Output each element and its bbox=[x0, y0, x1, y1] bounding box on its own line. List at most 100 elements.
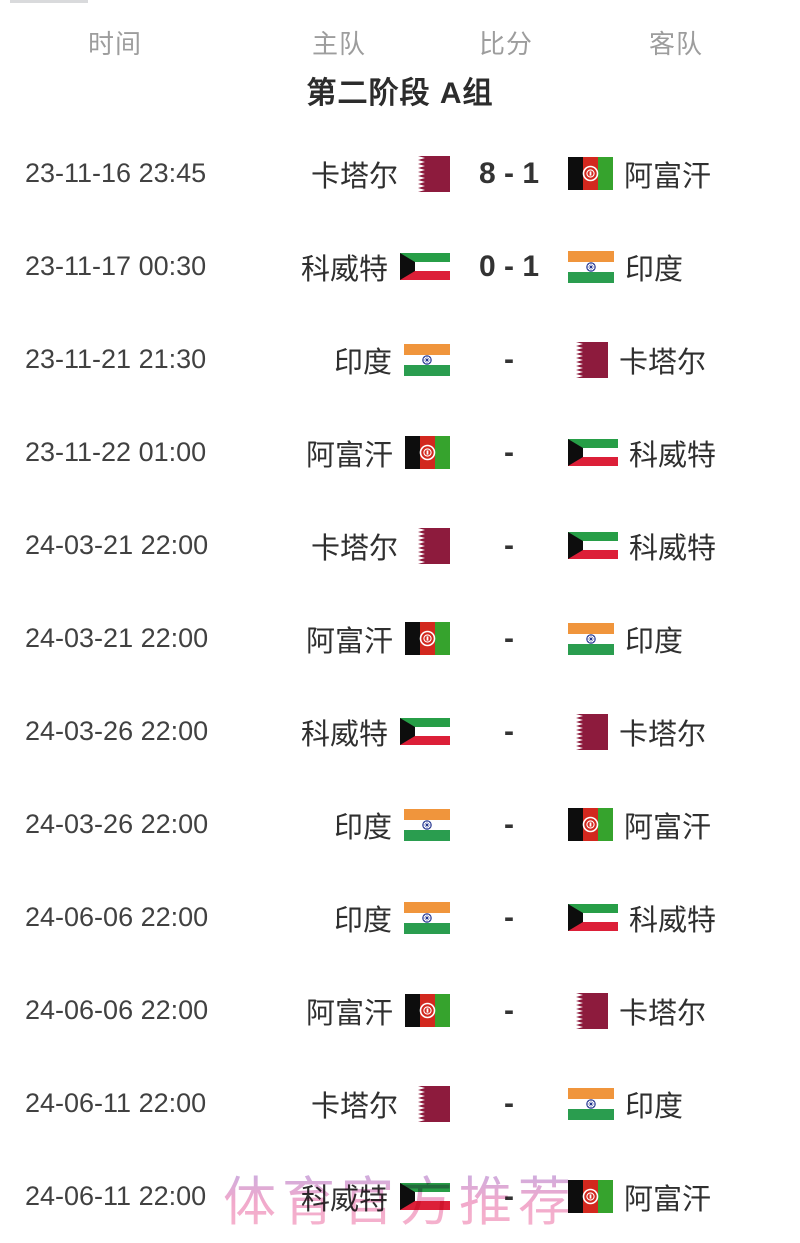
afghanistan-flag-icon bbox=[405, 436, 450, 469]
match-time: 23-11-21 21:30 bbox=[25, 344, 207, 374]
away-team-name: 科威特 bbox=[629, 904, 717, 937]
match-row[interactable]: 23-11-17 00:30 科威特 0 - 1 印度 bbox=[0, 220, 800, 313]
match-score: - bbox=[504, 621, 514, 655]
away-team-cell: 卡塔尔 bbox=[568, 339, 800, 381]
match-row[interactable]: 23-11-16 23:45 卡塔尔 8 - 1 阿富汗 bbox=[0, 127, 800, 220]
table-column-header: 时间 主队 比分 客队 bbox=[0, 0, 800, 62]
home-team-cell: 科威特 bbox=[255, 246, 450, 288]
afghanistan-flag-icon bbox=[405, 994, 450, 1027]
home-team-cell: 科威特 bbox=[255, 1176, 450, 1218]
column-header-score: 比分 bbox=[479, 29, 534, 59]
india-flag-icon bbox=[404, 808, 450, 841]
match-score: - bbox=[504, 900, 514, 934]
match-time: 24-03-26 22:00 bbox=[25, 716, 209, 746]
status-bar-edge-artifact bbox=[10, 0, 88, 3]
home-team-cell: 科威特 bbox=[255, 711, 450, 753]
home-team-name: 印度 bbox=[333, 904, 392, 937]
kuwait-flag-icon bbox=[568, 439, 618, 466]
kuwait-flag-icon bbox=[400, 253, 450, 280]
home-team-name: 科威特 bbox=[300, 718, 388, 751]
match-score: - bbox=[504, 807, 514, 841]
away-team-name: 印度 bbox=[625, 253, 684, 286]
home-team-cell: 卡塔尔 bbox=[255, 153, 450, 195]
match-score: - bbox=[504, 435, 514, 469]
match-time: 24-03-21 22:00 bbox=[25, 623, 209, 653]
match-row[interactable]: 24-06-11 22:00 科威特 - 阿富汗 bbox=[0, 1150, 800, 1243]
match-time: 24-03-21 22:00 bbox=[25, 530, 209, 560]
match-row[interactable]: 24-06-11 22:00 卡塔尔 - 印度 bbox=[0, 1057, 800, 1150]
group-stage-title: 第二阶段 A组 bbox=[306, 76, 494, 110]
india-flag-icon bbox=[404, 343, 450, 376]
away-team-cell: 印度 bbox=[568, 1083, 800, 1125]
home-team-name: 阿富汗 bbox=[305, 625, 393, 658]
match-score: 8 - 1 bbox=[478, 156, 540, 190]
afghanistan-flag-icon bbox=[405, 622, 450, 655]
afghanistan-flag-icon bbox=[568, 1180, 613, 1213]
qatar-flag-icon bbox=[568, 341, 608, 378]
away-team-cell: 阿富汗 bbox=[568, 1176, 800, 1218]
away-team-name: 卡塔尔 bbox=[619, 346, 707, 379]
away-team-cell: 科威特 bbox=[568, 432, 800, 474]
match-time: 24-03-26 22:00 bbox=[25, 809, 209, 839]
home-team-cell: 阿富汗 bbox=[255, 618, 450, 660]
home-team-name: 卡塔尔 bbox=[310, 532, 398, 565]
match-row[interactable]: 24-06-06 22:00 阿富汗 - 卡塔尔 bbox=[0, 964, 800, 1057]
match-score: 0 - 1 bbox=[478, 249, 540, 283]
qatar-flag-icon bbox=[410, 527, 450, 564]
away-team-name: 科威特 bbox=[629, 439, 717, 472]
match-time: 23-11-16 23:45 bbox=[25, 158, 207, 188]
kuwait-flag-icon bbox=[568, 904, 618, 931]
india-flag-icon bbox=[568, 250, 614, 283]
away-team-name: 印度 bbox=[625, 1090, 684, 1123]
away-team-name: 卡塔尔 bbox=[619, 718, 707, 751]
home-team-cell: 卡塔尔 bbox=[255, 1083, 450, 1125]
match-score: - bbox=[504, 714, 514, 748]
match-score: - bbox=[504, 528, 514, 562]
match-list: 23-11-16 23:45 卡塔尔 8 - 1 阿富汗 23-11-17 00… bbox=[0, 127, 800, 1243]
away-team-cell: 卡塔尔 bbox=[568, 711, 800, 753]
home-team-name: 印度 bbox=[333, 811, 392, 844]
match-time: 24-06-06 22:00 bbox=[25, 902, 209, 932]
home-team-cell: 卡塔尔 bbox=[255, 525, 450, 567]
qatar-flag-icon bbox=[410, 155, 450, 192]
home-team-cell: 印度 bbox=[255, 897, 450, 939]
home-team-name: 阿富汗 bbox=[305, 439, 393, 472]
match-row[interactable]: 24-03-21 22:00 阿富汗 - 印度 bbox=[0, 592, 800, 685]
column-header-away: 客队 bbox=[649, 29, 704, 59]
away-team-cell: 印度 bbox=[568, 246, 800, 288]
home-team-name: 卡塔尔 bbox=[310, 1090, 398, 1123]
qatar-flag-icon bbox=[568, 992, 608, 1029]
home-team-cell: 阿富汗 bbox=[255, 432, 450, 474]
away-team-name: 卡塔尔 bbox=[619, 997, 707, 1030]
home-team-name: 卡塔尔 bbox=[310, 160, 398, 193]
match-time: 24-06-11 22:00 bbox=[25, 1088, 207, 1118]
match-score: - bbox=[504, 342, 514, 376]
home-team-cell: 印度 bbox=[255, 804, 450, 846]
away-team-cell: 阿富汗 bbox=[568, 804, 800, 846]
india-flag-icon bbox=[404, 901, 450, 934]
column-header-time: 时间 bbox=[88, 29, 143, 59]
away-team-name: 科威特 bbox=[629, 532, 717, 565]
away-team-name: 印度 bbox=[625, 625, 684, 658]
away-team-name: 阿富汗 bbox=[624, 811, 712, 844]
away-team-name: 阿富汗 bbox=[624, 1183, 712, 1216]
kuwait-flag-icon bbox=[400, 1183, 450, 1210]
match-row[interactable]: 24-03-26 22:00 科威特 - 卡塔尔 bbox=[0, 685, 800, 778]
match-row[interactable]: 24-03-26 22:00 印度 - 阿富汗 bbox=[0, 778, 800, 871]
match-row[interactable]: 24-03-21 22:00 卡塔尔 - 科威特 bbox=[0, 499, 800, 592]
kuwait-flag-icon bbox=[568, 532, 618, 559]
away-team-cell: 科威特 bbox=[568, 897, 800, 939]
home-team-name: 印度 bbox=[333, 346, 392, 379]
match-row[interactable]: 24-06-06 22:00 印度 - 科威特 bbox=[0, 871, 800, 964]
afghanistan-flag-icon bbox=[568, 157, 613, 190]
match-score: - bbox=[504, 1086, 514, 1120]
match-row[interactable]: 23-11-22 01:00 阿富汗 - 科威特 bbox=[0, 406, 800, 499]
match-row[interactable]: 23-11-21 21:30 印度 - 卡塔尔 bbox=[0, 313, 800, 406]
away-team-cell: 印度 bbox=[568, 618, 800, 660]
home-team-cell: 印度 bbox=[255, 339, 450, 381]
india-flag-icon bbox=[568, 622, 614, 655]
column-header-home: 主队 bbox=[312, 29, 367, 59]
match-score: - bbox=[504, 1179, 514, 1213]
away-team-cell: 卡塔尔 bbox=[568, 990, 800, 1032]
home-team-name: 阿富汗 bbox=[305, 997, 393, 1030]
